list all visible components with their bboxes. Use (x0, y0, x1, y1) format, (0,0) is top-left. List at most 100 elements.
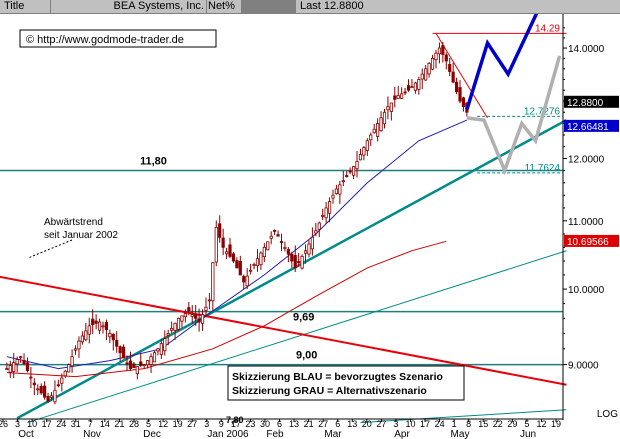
candle-body (307, 243, 311, 255)
scenario-blue (465, 14, 539, 111)
candle-body (410, 86, 414, 89)
candle-body (441, 45, 445, 55)
candle-body (87, 325, 91, 335)
log-scale-label: LOG (597, 409, 618, 420)
metric-value-box (241, 0, 296, 13)
candle-body (15, 359, 19, 365)
candle-body (36, 388, 40, 391)
candle-body (255, 258, 260, 267)
candle-body (104, 322, 109, 331)
scenario-sketches (465, 14, 562, 176)
x-day-label: 27 (318, 419, 328, 429)
candle-body (303, 250, 308, 254)
trend-line (360, 409, 567, 424)
candle-body (327, 201, 332, 214)
y-tick-label: 9.0000 (568, 361, 599, 372)
moving-average-blue (6, 119, 468, 370)
candle-body (341, 180, 345, 183)
metric-label[interactable]: Net% (208, 0, 235, 12)
candle-body (18, 356, 23, 359)
legend-box (227, 365, 465, 401)
candle-body (218, 223, 222, 238)
legend-line: Skizzierung BLAU = bevorzugtes Szenario (232, 371, 443, 383)
candle-body (97, 321, 102, 331)
x-day-label: 7 (88, 419, 93, 429)
candle-body (279, 241, 284, 243)
candle-body (142, 364, 146, 367)
x-month-label: Nov (83, 429, 101, 439)
candle-body (379, 117, 383, 132)
chart-header: Title BEA Systems, Inc. Net% Last 12.880… (0, 0, 620, 14)
x-day-label: 20 (362, 419, 372, 429)
price-tag-label: 10.69566 (567, 237, 609, 248)
candle-body (60, 377, 64, 384)
candle-body (417, 79, 421, 90)
instrument-name[interactable]: BEA Systems, Inc. (60, 0, 207, 13)
x-day-label: 22 (493, 419, 503, 429)
x-day-label: 8 (466, 419, 471, 429)
candle-body (118, 346, 122, 354)
candle-body (451, 71, 455, 83)
candle-body (159, 343, 163, 355)
candle-body (321, 215, 325, 217)
title-label[interactable]: Title (4, 0, 51, 13)
scenario-grey (466, 55, 562, 176)
x-day-label: 29 (507, 419, 517, 429)
candle-body (430, 57, 435, 70)
candle-body (200, 314, 205, 324)
trend-lines (0, 32, 568, 424)
candle-body (211, 262, 215, 302)
candle-body (197, 318, 201, 323)
x-day-label: 27 (376, 419, 386, 429)
x-day-label: 10 (405, 419, 415, 429)
candle-body (283, 246, 287, 249)
x-day-label: 14 (100, 419, 110, 429)
copyright-box (19, 29, 217, 48)
candle-body (365, 140, 369, 151)
candle-body (448, 64, 452, 72)
candle-body (424, 68, 428, 81)
y-tick-label: 14.0000 (568, 44, 605, 55)
candle-body (108, 333, 112, 338)
candle-body (338, 184, 342, 195)
x-day-label: 24 (435, 419, 445, 429)
candle-body (39, 386, 43, 394)
y-axis: 9.000010.000011.000012.000013.000014.000… (562, 14, 619, 420)
moving-average-red (6, 240, 447, 378)
candle-body (276, 234, 280, 237)
x-month-label: Dec (143, 429, 161, 439)
candle-body (70, 356, 74, 367)
trend-line (0, 275, 567, 386)
x-day-label: 9 (219, 419, 224, 429)
y-tick-label: 10.0000 (568, 285, 605, 296)
candle-body (345, 175, 349, 178)
x-day-label: 21 (304, 419, 314, 429)
x-day-label: 19 (173, 419, 183, 429)
bottom-cut-label: 7,80 (226, 415, 244, 425)
x-day-label: 3 (15, 419, 20, 429)
level-label: 11.7624 (525, 163, 561, 174)
candle-body (454, 81, 459, 92)
x-day-label: 23 (245, 419, 255, 429)
candle-body (101, 325, 105, 328)
x-day-label: 17 (231, 419, 241, 429)
x-day-label: 24 (56, 419, 66, 429)
candle-body (46, 396, 50, 402)
candle-body (324, 207, 328, 219)
horizontal-line-label: 9,00 (296, 350, 317, 362)
x-day-label: 3 (204, 419, 209, 429)
candle-body (43, 385, 47, 398)
candle-body (77, 340, 81, 350)
x-month-label: Jun (520, 429, 536, 439)
x-day-label: 13 (347, 419, 357, 429)
x-day-label: 10 (27, 419, 37, 429)
y-tick-label: 11.0000 (568, 217, 604, 228)
horizontal-line-label: 9,69 (293, 312, 314, 324)
candle-body (176, 317, 181, 330)
candle-body (194, 314, 198, 319)
candle-body (49, 395, 54, 398)
candle-body (53, 389, 57, 403)
candle-body (235, 260, 239, 269)
candle-body (269, 235, 273, 239)
